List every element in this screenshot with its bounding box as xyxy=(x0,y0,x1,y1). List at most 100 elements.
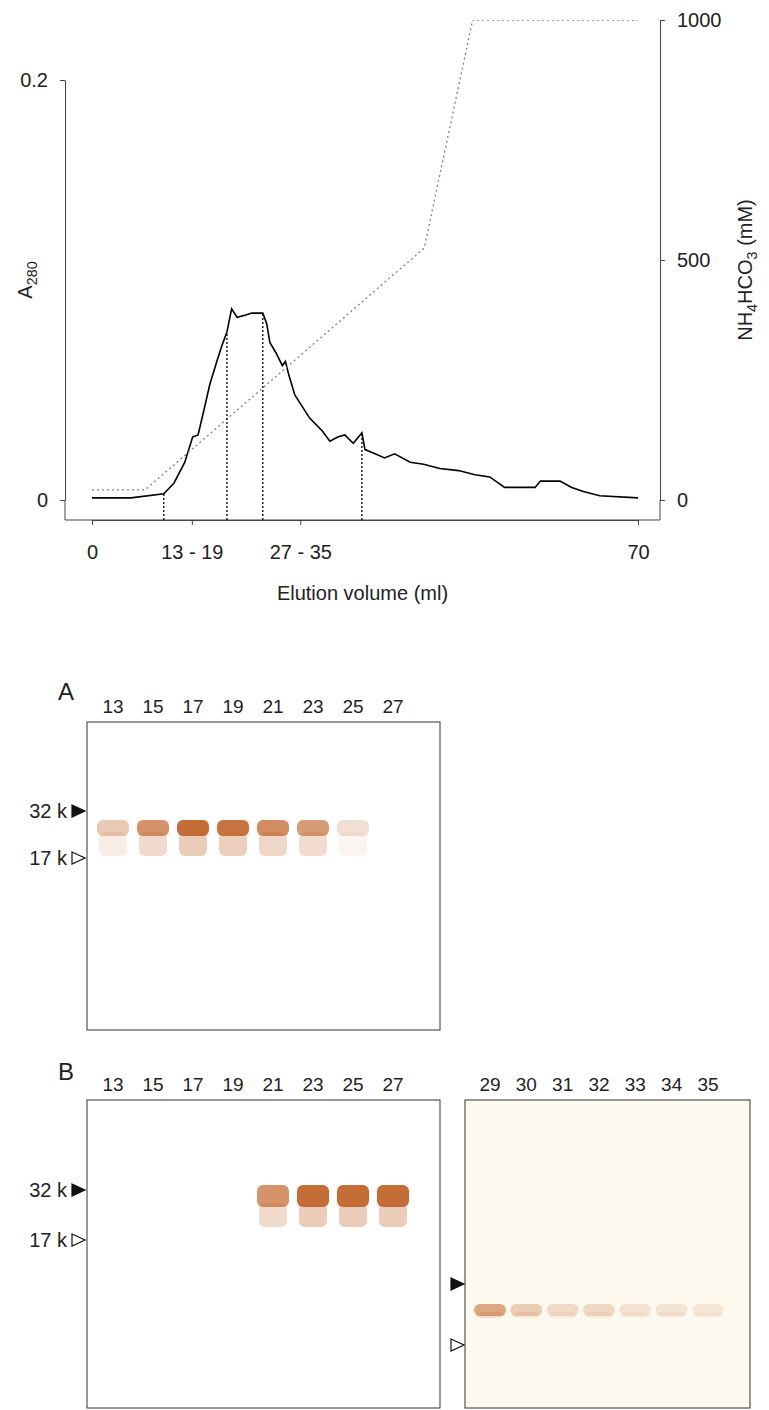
lane-label: 15 xyxy=(142,1074,163,1095)
lane-label: 34 xyxy=(661,1074,683,1095)
fraction-bound xyxy=(163,494,164,520)
band xyxy=(692,1304,724,1316)
band xyxy=(97,820,129,836)
y-tick-label: 0 xyxy=(37,489,48,511)
x-tick-label: 27 - 35 xyxy=(270,541,332,563)
label-part: mM xyxy=(734,206,756,239)
band xyxy=(137,820,169,836)
lane-label: 17 xyxy=(182,1074,203,1095)
band xyxy=(297,1185,329,1207)
band xyxy=(257,1185,289,1207)
x-tick-mark xyxy=(300,520,301,525)
lane-label: 32 xyxy=(588,1074,609,1095)
band xyxy=(377,1185,409,1207)
marker-open xyxy=(451,1339,464,1351)
y2-tick-mark xyxy=(660,260,665,261)
lane-label: 25 xyxy=(342,696,363,717)
marker-label: 32 k xyxy=(29,1179,68,1201)
band xyxy=(656,1304,688,1316)
y-tick: 0.2 xyxy=(20,69,65,91)
lane-label: 23 xyxy=(302,696,323,717)
band xyxy=(510,1304,542,1316)
marker-open xyxy=(72,852,85,864)
x-tick: 27 - 35 xyxy=(270,520,332,563)
x-tick: 70 xyxy=(627,520,649,563)
y2-tick-mark xyxy=(660,500,665,501)
y-axis-title: A280 xyxy=(14,261,40,298)
x-tick-mark xyxy=(192,520,193,525)
lane-label: 13 xyxy=(102,1074,123,1095)
lane-label: 19 xyxy=(222,1074,243,1095)
absorbance-line xyxy=(92,309,638,498)
lane-label: 19 xyxy=(222,696,243,717)
x-tick-mark xyxy=(92,520,93,525)
band xyxy=(177,820,209,836)
frame-right xyxy=(660,500,661,520)
y-tick-mark xyxy=(60,500,65,501)
marker-filled xyxy=(72,1184,85,1196)
label-part: Elution xyxy=(277,582,338,604)
y-tick: 0 xyxy=(37,489,65,511)
lane-label: 17 xyxy=(182,696,203,717)
band xyxy=(217,820,249,836)
label-part: HCO xyxy=(734,259,756,303)
marker-label: 17 k xyxy=(29,847,68,869)
gel-frame xyxy=(87,1100,440,1408)
y2-tick: 500 xyxy=(660,249,710,271)
lane-label: 29 xyxy=(479,1074,500,1095)
chart: 0 13 - 19 27 - 35 70 0 0.2 0 500 1000 Elution vol… xyxy=(14,9,760,604)
label-part: ( xyxy=(734,239,756,252)
panel-label: A xyxy=(58,678,74,705)
x-tick: 13 - 19 xyxy=(161,520,223,563)
band xyxy=(297,820,329,836)
x-axis-title: Elution volume (ml) xyxy=(277,582,448,604)
marker-filled xyxy=(451,1278,464,1290)
plot-area xyxy=(92,20,638,498)
y2-tick-label: 0 xyxy=(677,489,688,511)
lane-label: 23 xyxy=(302,1074,323,1095)
x-tick-label: 0 xyxy=(87,541,98,563)
lane-label: 30 xyxy=(516,1074,537,1095)
band xyxy=(619,1304,651,1316)
band xyxy=(583,1304,615,1316)
gel: 29 30 31 32 33 34 35 xyxy=(451,1074,750,1408)
y2-tick: 0 xyxy=(660,489,688,511)
x-tick: 0 xyxy=(87,520,98,563)
gel: 131517192123252732 k17 k xyxy=(29,1074,440,1408)
y2-axis: 0 500 1000 xyxy=(660,9,722,511)
marker-label: 32 k xyxy=(29,800,68,822)
lane-label: 31 xyxy=(552,1074,573,1095)
y2-tick-mark xyxy=(660,20,665,21)
fraction-bound xyxy=(361,433,362,520)
lane-label: 33 xyxy=(625,1074,646,1095)
label-part: ml xyxy=(420,582,441,604)
x-tick-label: 13 - 19 xyxy=(161,541,223,563)
label-part: 3 xyxy=(744,251,760,259)
bands xyxy=(97,1185,409,1227)
label-part: 4 xyxy=(744,304,760,312)
gel-frame xyxy=(87,722,440,1030)
lane-label: 27 xyxy=(382,696,403,717)
label-part: ( xyxy=(408,582,421,604)
y-tick-label: 0.2 xyxy=(20,69,48,91)
marker-filled xyxy=(72,805,85,817)
label-part: 280 xyxy=(24,261,40,285)
x-axis: 0 13 - 19 27 - 35 70 xyxy=(87,520,650,563)
lane-label: 25 xyxy=(342,1074,363,1095)
y-axis-line xyxy=(65,81,66,501)
frame-left xyxy=(65,500,66,520)
x-tick-label: 70 xyxy=(627,541,649,563)
label-part: A xyxy=(14,285,36,299)
blot-panel: A131517192123252732 k17 k xyxy=(29,678,440,1030)
lane-label: 21 xyxy=(262,1074,283,1095)
bands xyxy=(474,1304,724,1318)
panel-label: B xyxy=(58,1058,74,1085)
band xyxy=(474,1304,506,1316)
marker-open xyxy=(72,1234,85,1246)
band xyxy=(547,1304,579,1316)
band xyxy=(337,820,369,836)
y2-tick: 1000 xyxy=(660,9,722,31)
y2-tick-label: 1000 xyxy=(677,9,722,31)
fraction-bound xyxy=(262,313,263,520)
lane-label: 35 xyxy=(697,1074,718,1095)
